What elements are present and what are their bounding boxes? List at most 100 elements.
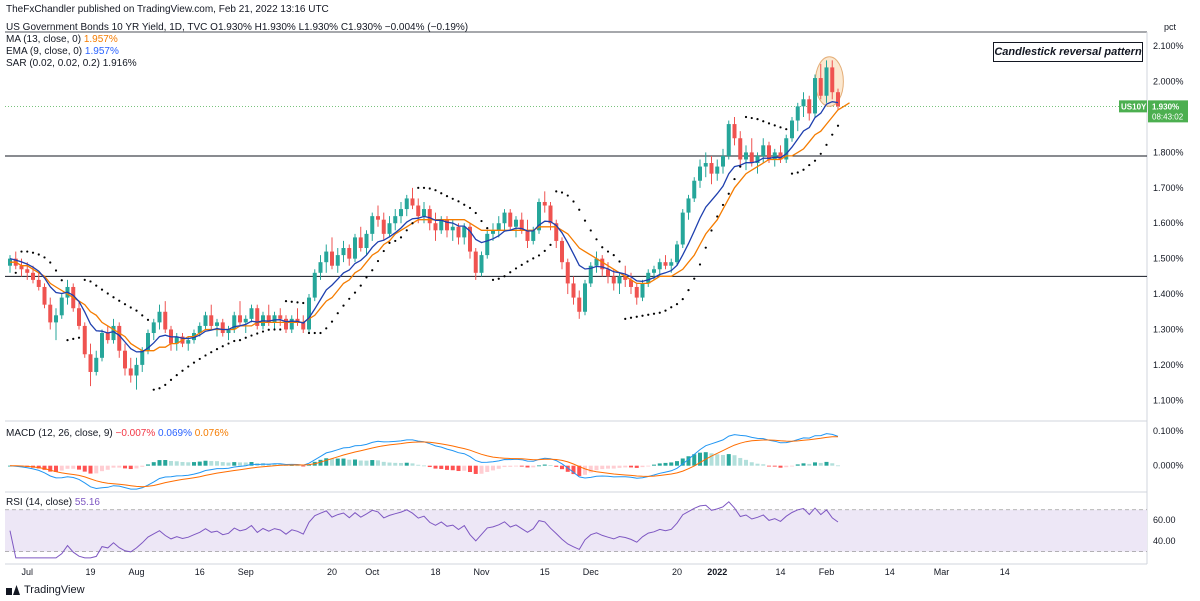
sar-dot bbox=[95, 284, 98, 287]
macd-histogram-bar bbox=[560, 465, 564, 470]
candle-body bbox=[824, 67, 829, 96]
candle-body bbox=[295, 318, 300, 323]
sar-dot bbox=[261, 330, 265, 333]
sar-dot bbox=[555, 190, 558, 193]
macd-histogram-bar bbox=[778, 465, 783, 468]
macd-histogram-bar bbox=[686, 456, 691, 466]
ema-line bbox=[9, 101, 839, 353]
candle-body bbox=[456, 226, 461, 238]
sar-dot bbox=[526, 260, 529, 263]
macd-histogram-bar bbox=[542, 464, 547, 466]
candle-body bbox=[502, 212, 507, 224]
candle-body bbox=[324, 251, 329, 263]
sar-dot bbox=[445, 195, 449, 198]
sar-dot bbox=[135, 309, 138, 312]
macd-histogram-bar bbox=[473, 465, 478, 474]
macd-histogram-bar bbox=[531, 465, 536, 468]
macd-histogram-bar bbox=[629, 465, 633, 468]
macd-histogram-bar bbox=[669, 462, 674, 466]
macd-histogram-bar bbox=[128, 465, 133, 470]
candle-body bbox=[646, 272, 651, 284]
candle-body bbox=[203, 315, 208, 326]
macd-histogram-bar bbox=[830, 463, 835, 466]
candle-body bbox=[31, 272, 35, 280]
sar-dot bbox=[664, 309, 667, 312]
candle-body bbox=[404, 198, 409, 210]
sar-dot bbox=[785, 128, 788, 131]
candle-body bbox=[623, 276, 628, 280]
candle-body bbox=[709, 163, 714, 174]
candle-body bbox=[88, 354, 93, 372]
candle-body bbox=[238, 315, 242, 323]
sar-dot bbox=[169, 378, 173, 381]
macd-histogram-bar bbox=[824, 461, 829, 466]
sar-dot bbox=[595, 238, 598, 241]
sar-dot bbox=[578, 208, 581, 211]
candle-body bbox=[749, 152, 754, 164]
sar-dot bbox=[77, 336, 81, 339]
candle-body bbox=[376, 216, 380, 220]
candle-body bbox=[341, 248, 346, 256]
sar-dot bbox=[744, 115, 748, 119]
macd-histogram-bar bbox=[749, 462, 754, 466]
annotation-text: Candlestick reversal pattern bbox=[993, 42, 1143, 62]
sar-dot bbox=[313, 331, 316, 335]
x-tick-label: Aug bbox=[128, 567, 144, 577]
candle-body bbox=[330, 251, 334, 266]
candle-body bbox=[151, 322, 156, 334]
candle-body bbox=[249, 308, 254, 319]
sar-dot bbox=[532, 257, 535, 260]
macd-histogram-bar bbox=[42, 465, 47, 470]
candle-body bbox=[698, 166, 702, 181]
sar-dot bbox=[618, 260, 621, 263]
sar-dot bbox=[181, 369, 184, 372]
macd-histogram-bar bbox=[232, 462, 237, 466]
candle-body bbox=[738, 138, 743, 160]
sar-dot bbox=[790, 172, 794, 175]
sar-dot bbox=[463, 203, 466, 206]
macd-histogram-bar bbox=[220, 462, 225, 466]
macd-histogram-bar bbox=[364, 460, 369, 466]
candle-body bbox=[468, 226, 472, 252]
sar-dot bbox=[158, 387, 161, 390]
sar-dot bbox=[687, 288, 690, 292]
macd-histogram-bar bbox=[353, 459, 357, 466]
sar-dot bbox=[14, 271, 17, 274]
candle-body bbox=[42, 286, 47, 305]
sar-dot bbox=[560, 191, 564, 194]
sar-dot bbox=[365, 276, 368, 279]
macd-histogram-bar bbox=[790, 465, 794, 467]
macd-histogram-bar bbox=[134, 465, 139, 469]
candle-body bbox=[565, 262, 570, 284]
sar-dot bbox=[123, 303, 127, 306]
sar-dot bbox=[192, 361, 196, 364]
candle-body bbox=[726, 124, 731, 156]
sar-dot bbox=[727, 192, 730, 195]
macd-histogram-bar bbox=[169, 460, 173, 466]
macd-histogram-bar bbox=[807, 463, 812, 466]
price-label-text: 1.930% bbox=[1152, 102, 1179, 111]
macd-legend-label: MACD (12, 26, close, 9) bbox=[6, 428, 113, 439]
candle-body bbox=[548, 205, 553, 224]
sar-dot bbox=[26, 250, 29, 253]
macd-histogram-bar bbox=[525, 465, 530, 468]
candle-body bbox=[146, 333, 150, 351]
sar-dot bbox=[422, 186, 426, 189]
candle-body bbox=[657, 262, 662, 270]
sar-dot bbox=[698, 263, 702, 266]
candle-body bbox=[301, 322, 306, 330]
candle-body bbox=[755, 155, 760, 164]
candle-body bbox=[134, 364, 139, 376]
macd-histogram-bar bbox=[36, 465, 41, 469]
macd-histogram-bar bbox=[479, 465, 484, 474]
x-tick-label: 15 bbox=[540, 567, 550, 577]
sar-dot bbox=[451, 197, 454, 200]
candle-body bbox=[519, 219, 524, 231]
sar-dot bbox=[388, 241, 391, 244]
macd-signal-line bbox=[9, 436, 839, 488]
sar-dot bbox=[503, 275, 506, 278]
candle-body bbox=[767, 145, 771, 160]
macd-histogram-bar bbox=[755, 463, 760, 466]
macd-histogram-bar bbox=[468, 465, 472, 473]
candle-body bbox=[830, 67, 835, 93]
